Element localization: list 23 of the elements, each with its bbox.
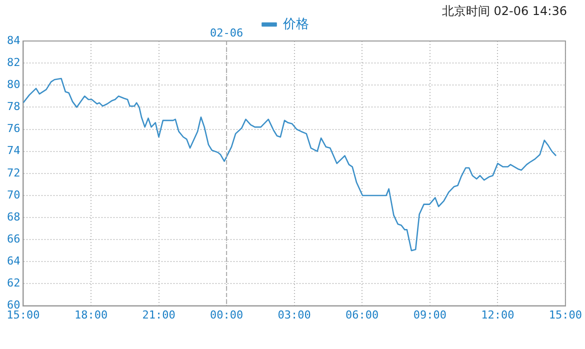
- x-tick-label: 21:00: [142, 308, 176, 322]
- y-tick-label: 84: [6, 34, 21, 47]
- y-tick-label: 72: [6, 166, 20, 180]
- x-tick-label: 06:00: [346, 308, 379, 322]
- y-tick-label: 78: [6, 100, 20, 114]
- text: 北京时间 02-06 14:36: [442, 4, 567, 18]
- y-tick-label: 68: [6, 210, 20, 224]
- y-tick-label: 62: [6, 276, 20, 290]
- y-tick-label: 74: [6, 144, 21, 158]
- x-tick-label: 09:00: [413, 308, 446, 322]
- y-tick-label: 66: [6, 232, 20, 246]
- x-tick-label: 18:00: [74, 308, 108, 322]
- y-tick-label: 64: [6, 254, 21, 268]
- x-tick-label: 00:00: [210, 308, 244, 322]
- legend-label: 价格: [282, 16, 309, 32]
- x-tick-label: 15:00: [548, 308, 582, 322]
- x-tick-label: 03:00: [278, 308, 311, 322]
- y-tick-label: 82: [6, 56, 20, 69]
- y-tick-label: 76: [6, 122, 20, 136]
- ref-line-label: 02-06: [210, 26, 244, 40]
- y-tick-label: 80: [6, 78, 20, 91]
- x-tick-label: 12:00: [481, 308, 514, 322]
- y-tick-label: 70: [6, 188, 20, 202]
